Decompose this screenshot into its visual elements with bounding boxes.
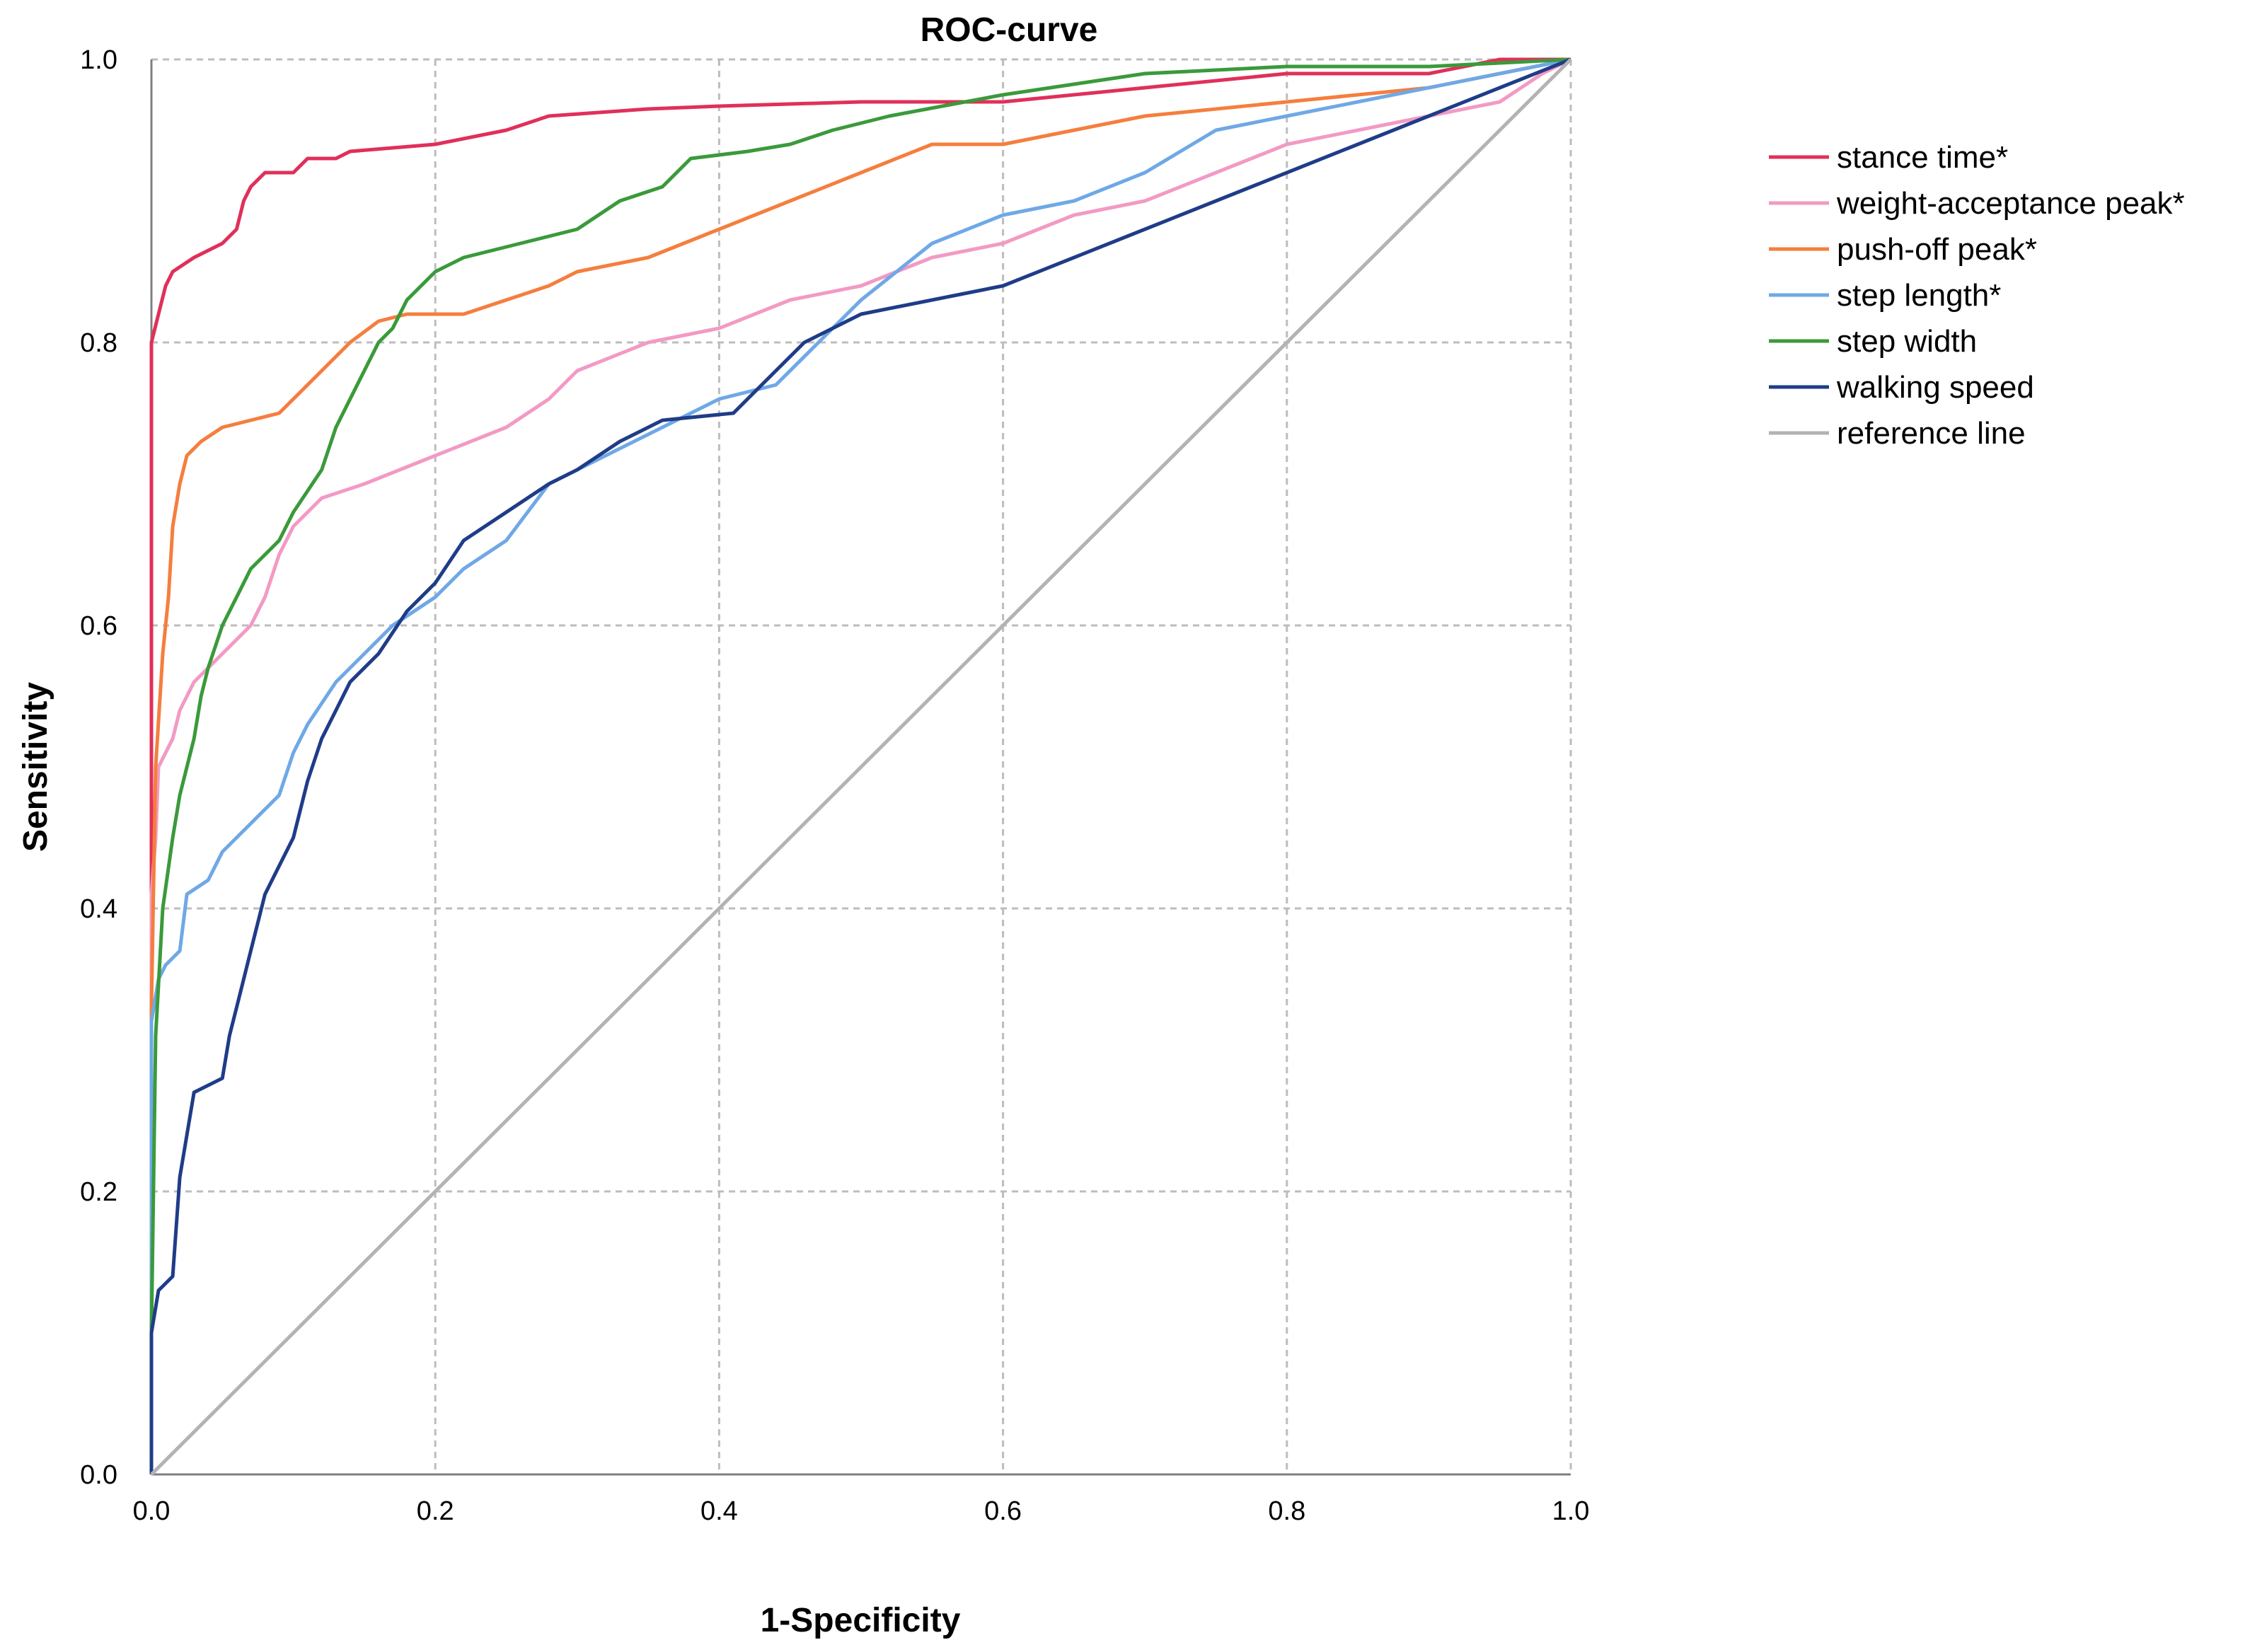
y-tick-label: 0.2	[80, 1177, 117, 1207]
roc-line-stance-time	[149, 57, 1571, 1474]
legend-label: weight-acceptance peak*	[1836, 186, 2185, 221]
legend-label: step length*	[1837, 278, 2001, 313]
y-tick-label: 0.8	[80, 328, 117, 358]
legend: stance time* weight-acceptance peak* push-…	[1769, 140, 2185, 451]
x-tick-label: 0.0	[133, 1496, 171, 1526]
y-tick-label: 0.4	[80, 894, 117, 924]
grid-layer	[151, 58, 1572, 1474]
y-tick-label: 0.0	[80, 1460, 117, 1490]
legend-label: stance time*	[1837, 140, 2008, 175]
roc-line-step-length	[149, 57, 1571, 1474]
roc-line-step-width	[149, 57, 1571, 1474]
x-tick-label: 0.2	[417, 1496, 454, 1526]
chart-title: ROC-curve	[921, 11, 1098, 49]
x-tick-label: 0.6	[984, 1496, 1022, 1526]
roc-line-weight-acceptance-peak	[149, 57, 1572, 1474]
x-axis-label: 1-Specificity	[761, 1602, 961, 1639]
legend-label: push-off peak*	[1837, 232, 2037, 267]
y-tick-label: 0.6	[80, 611, 117, 641]
x-tick-label: 1.0	[1552, 1496, 1590, 1526]
x-tick-label: 0.4	[700, 1496, 738, 1526]
y-tick-label: 1.0	[80, 45, 117, 75]
roc-line-walking-speed	[149, 57, 1571, 1474]
x-tick-label: 0.8	[1268, 1496, 1305, 1526]
y-axis-label: Sensitivity	[17, 682, 54, 852]
roc-line-push-off-peak	[149, 57, 1571, 1474]
roc-curves	[149, 57, 1572, 1476]
legend-label: reference line	[1837, 416, 2026, 451]
legend-label: walking speed	[1836, 370, 2034, 405]
tick-labels: 0.0 0.2 0.4 0.6 0.8 1.0 0.0 0.2 0.4 0.6 0.8 1.0	[80, 45, 1589, 1526]
roc-line-reference-line	[150, 58, 1572, 1476]
legend-label: step width	[1837, 324, 1977, 359]
